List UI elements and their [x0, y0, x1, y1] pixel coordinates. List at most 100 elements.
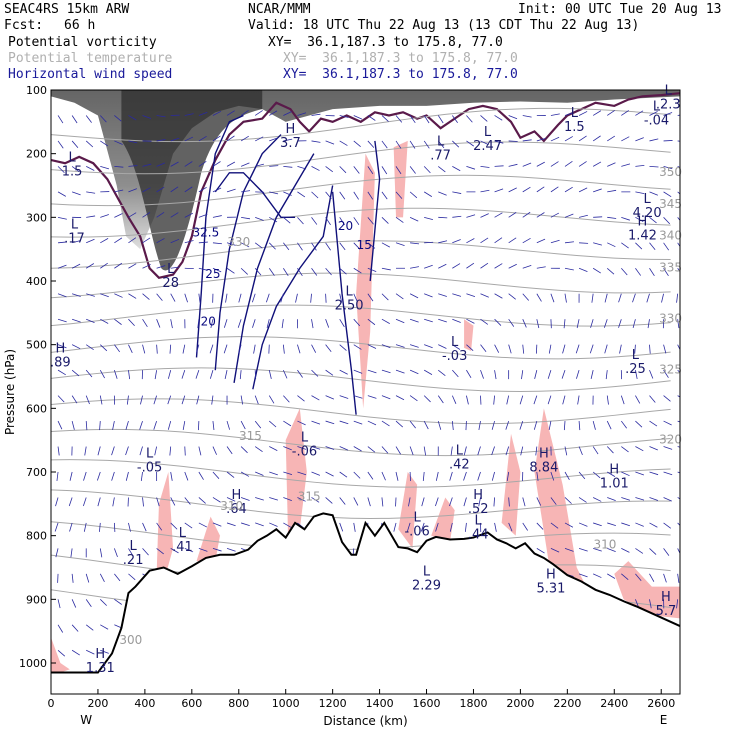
- wind-speed-contour-0: [195, 114, 244, 358]
- wind-vector-793: [564, 136, 573, 142]
- wind-vector-846: [590, 370, 594, 379]
- wind-vector-623: [452, 293, 462, 297]
- wind-vector-388: [297, 471, 307, 476]
- wind-vector-92: [114, 213, 123, 218]
- wind-vector-784: [550, 471, 555, 481]
- wind-vector-983: [677, 497, 680, 500]
- wind-vector-654: [464, 522, 467, 532]
- legend-pv-xy: XY= 36.1,187.3 to 175.8, 77.0: [268, 35, 503, 50]
- wind-vector-397: [311, 140, 321, 143]
- wind-vector-815: [578, 135, 587, 142]
- pv-extremum-kind: L: [665, 84, 673, 99]
- wind-vector-685: [494, 188, 504, 193]
- wind-speed-label: 15: [357, 238, 372, 252]
- wind-vector-606: [437, 420, 442, 430]
- wind-vector-541: [395, 446, 401, 455]
- pv-extremum-kind: L: [301, 431, 309, 446]
- wind-speed-contour-2: [233, 153, 315, 383]
- wind-vector-407: [311, 395, 320, 401]
- wind-vector-871: [606, 446, 614, 454]
- wind-vector-376: [297, 166, 307, 170]
- wind-vector-33: [71, 395, 78, 404]
- wind-vector-873: [607, 497, 616, 502]
- wind-vector-830: [578, 522, 588, 527]
- wind-vector-288: [240, 162, 250, 167]
- pv-extremum-value: 1.42: [628, 228, 657, 243]
- wind-vector-826: [578, 421, 581, 431]
- wind-vector-45: [85, 140, 94, 148]
- wind-vector-817: [578, 187, 588, 193]
- wind-vector-116: [128, 263, 137, 269]
- theta-contour-label: 345: [659, 197, 682, 211]
- wind-vector-750: [536, 161, 545, 167]
- wind-vector-159: [156, 238, 165, 244]
- wind-vector-110: [128, 115, 137, 121]
- wind-vector-979: [677, 395, 680, 398]
- wind-vector-80: [96, 471, 101, 481]
- wind-vector-367: [283, 497, 292, 501]
- wind-vector-960: [663, 471, 673, 476]
- pv-extremum-kind: L: [484, 125, 492, 140]
- wind-vector-454: [339, 471, 348, 478]
- wind-vector-70: [100, 214, 109, 218]
- wind-vector-81: [97, 497, 101, 507]
- wind-vector-264: [226, 110, 235, 116]
- wind-vector-918: [635, 522, 644, 527]
- wind-vector-281: [226, 548, 236, 552]
- wind-vector-146: [140, 471, 143, 481]
- wind-vector-17: [55, 548, 59, 558]
- wind-vector-896: [621, 522, 630, 527]
- wind-vector-22: [71, 115, 78, 124]
- wind-vector-199: [184, 136, 194, 142]
- wind-vector-158: [156, 211, 165, 218]
- wind-vector-309: [255, 136, 264, 142]
- wind-vector-897: [621, 548, 630, 553]
- wind-vector-573: [423, 140, 430, 149]
- wind-vector-674: [477, 471, 481, 481]
- y-tick-label: 300: [26, 211, 47, 224]
- wind-vector-467: [353, 242, 361, 250]
- wind-vector-886: [621, 268, 628, 276]
- wind-vector-772: [550, 161, 559, 167]
- wind-vector-404: [311, 319, 314, 329]
- wind-vector-488: [367, 217, 374, 225]
- wind-vector-910: [632, 319, 636, 329]
- wind-vector-338: [266, 319, 270, 329]
- wind-vector-660: [480, 115, 488, 122]
- wind-vector-157: [156, 186, 165, 193]
- wind-vector-224: [198, 213, 208, 218]
- wind-vector-609: [435, 497, 439, 507]
- wind-vector-335: [268, 242, 276, 250]
- wind-vector-640: [466, 166, 476, 170]
- wind-vector-442: [339, 166, 347, 174]
- wind-vector-803: [562, 395, 566, 405]
- wind-vector-267: [226, 188, 236, 193]
- wind-vector-682: [494, 115, 503, 121]
- wind-speed-contour-3: [252, 185, 334, 390]
- wind-vector-207: [182, 344, 186, 354]
- wind-vector-762: [536, 471, 539, 481]
- wind-vector-227: [198, 293, 201, 303]
- wind-vector-984: [677, 522, 680, 526]
- theta-contour-label: 330: [227, 235, 250, 249]
- wind-vector-82: [99, 522, 101, 532]
- pv-extremum-value: -.06: [404, 524, 429, 539]
- wind-vector-279: [226, 497, 236, 502]
- wind-vector-341: [268, 395, 275, 404]
- wind-vector-882: [621, 163, 631, 167]
- wind-vector-964: [663, 573, 667, 583]
- wind-vector-975: [676, 293, 679, 303]
- wind-vector-477: [353, 497, 359, 506]
- wind-vector-180: [170, 212, 179, 218]
- wind-vector-426: [325, 319, 330, 328]
- wind-vector-475: [353, 446, 362, 452]
- wind-vector-738: [519, 420, 524, 430]
- wind-vector-509: [381, 191, 388, 200]
- wind-vector-628: [451, 421, 454, 431]
- wind-vector-89: [114, 140, 123, 145]
- pv-extremum-value: 5.31: [536, 582, 565, 597]
- wind-vector-470: [353, 318, 361, 327]
- pv-extremum-value: .52: [468, 502, 489, 517]
- theta-contour-7: [51, 336, 671, 360]
- wind-vector-495: [367, 395, 377, 399]
